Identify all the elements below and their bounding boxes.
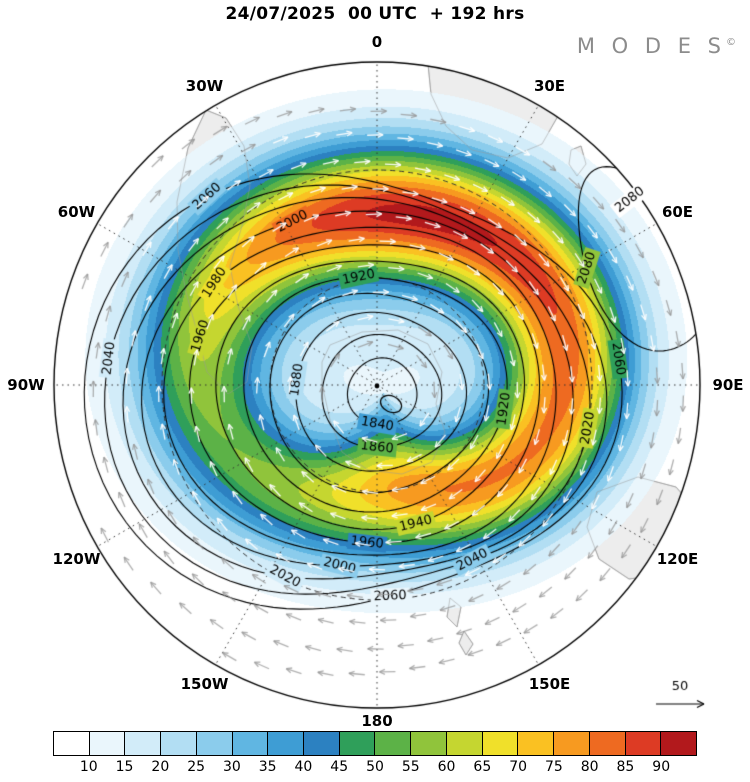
colorbar-cell-8 — [339, 732, 376, 755]
colorbar-cell-3 — [161, 732, 197, 755]
lon-label-180: 180 — [361, 712, 393, 730]
colorbar-cell-0 — [54, 732, 90, 755]
colorbar-tick-25: 25 — [187, 759, 206, 775]
colorbar-tick-labels: 10 15 20 25 30 35 40 45 50 55 60 65 70 75 80 85 90 — [53, 759, 697, 779]
colorbar-tick-85: 85 — [616, 759, 635, 775]
colorbar-cell-2 — [125, 732, 162, 755]
colorbar-cell-10 — [411, 732, 447, 755]
colorbar-cell-15 — [589, 732, 626, 755]
lon-label-90E: 90E — [712, 376, 744, 394]
lon-label-90W: 90W — [7, 376, 45, 394]
colorbar-tick-60: 60 — [437, 759, 456, 775]
colorbar — [53, 731, 697, 756]
lon-label-30E: 30E — [533, 77, 566, 96]
lon-label-60W: 60W — [57, 202, 96, 221]
colorbar-tick-90: 90 — [652, 759, 671, 775]
colorbar-cell-17 — [661, 732, 696, 755]
lon-label-150E: 150E — [528, 674, 571, 693]
colorbar-tick-20: 20 — [151, 759, 170, 775]
lon-label-120W: 120W — [52, 549, 101, 568]
colorbar-tick-65: 65 — [473, 759, 492, 775]
colorbar-tick-55: 55 — [401, 759, 420, 775]
colorbar-cell-13 — [518, 732, 555, 755]
lon-label-120E: 120E — [656, 549, 699, 568]
colorbar-cell-16 — [625, 732, 662, 755]
colorbar-tick-50: 50 — [366, 759, 384, 775]
colorbar-tick-70: 70 — [509, 759, 528, 775]
colorbar-tick-10: 10 — [79, 759, 98, 775]
lon-label-0: 0 — [371, 33, 383, 51]
colorbar-tick-15: 15 — [115, 759, 134, 775]
colorbar-cell-6 — [268, 732, 305, 755]
colorbar-cell-9 — [375, 732, 412, 755]
colorbar-tick-80: 80 — [580, 759, 599, 775]
colorbar-tick-75: 75 — [544, 759, 563, 775]
colorbar-cell-12 — [482, 732, 519, 755]
lon-label-60E: 60E — [661, 202, 694, 221]
colorbar-cell-4 — [196, 732, 233, 755]
lon-label-150W: 150W — [180, 674, 229, 693]
colorbar-cell-14 — [554, 732, 590, 755]
colorbar-cell-7 — [304, 732, 340, 755]
colorbar-tick-40: 40 — [294, 759, 313, 775]
colorbar-tick-45: 45 — [330, 759, 349, 775]
colorbar-tick-30: 30 — [222, 759, 241, 775]
colorbar-cell-1 — [89, 732, 126, 755]
colorbar-cell-5 — [232, 732, 269, 755]
colorbar-tick-35: 35 — [258, 759, 277, 775]
lon-label-30W: 30W — [185, 77, 224, 96]
colorbar-cell-11 — [446, 732, 483, 755]
